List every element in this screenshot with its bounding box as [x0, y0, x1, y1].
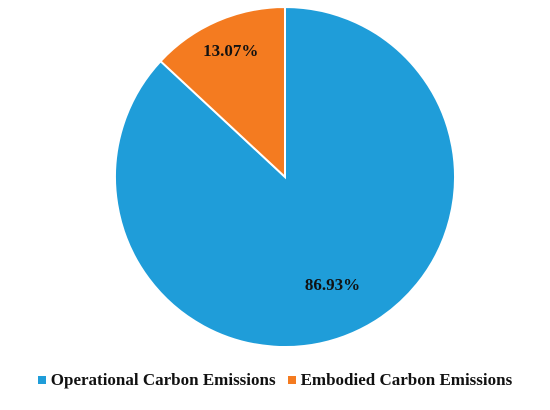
legend-swatch — [37, 376, 46, 384]
data-label: 86.93% — [305, 275, 360, 294]
legend-item: Operational Carbon Emissions — [37, 370, 276, 390]
pie-slice — [114, 5, 456, 348]
legend-label: Embodied Carbon Emissions — [300, 370, 513, 389]
legend-label: Operational Carbon Emissions — [50, 370, 276, 389]
pie-slice — [159, 5, 286, 180]
legend-item: Embodied Carbon Emissions — [287, 370, 513, 390]
pie-area: 86.93% 13.07% — [114, 5, 456, 348]
legend-swatch — [287, 376, 296, 384]
data-label: 13.07% — [203, 41, 258, 60]
legend: Operational Carbon Emissions Embodied Car… — [0, 370, 550, 390]
